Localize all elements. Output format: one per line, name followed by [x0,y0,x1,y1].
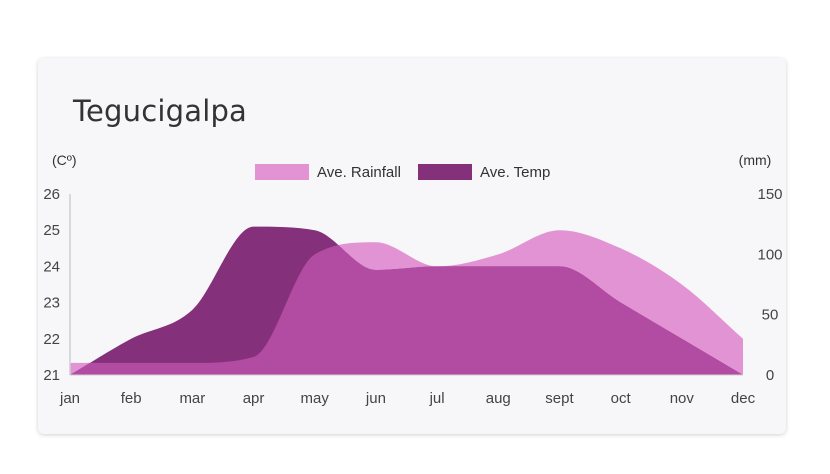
area-chart: 21 22 23 24 25 26 0 50 100 150 jan feb mar apr may jun j… [43,152,782,407]
x-tick-label: jun [365,390,386,407]
y-right-tick-label: 0 [766,367,774,384]
y-left-tick-label: 24 [43,258,60,275]
x-tick-label: dec [731,390,756,407]
x-tick-label: may [301,390,330,407]
y-right-tick-label: 50 [762,307,779,324]
legend-swatch [418,164,472,180]
chart-title: Tegucigalpa [73,94,248,128]
y-left-tick-label: 21 [43,367,60,384]
x-tick-label: aug [486,390,511,407]
legend-item-rainfall[interactable]: Ave. Rainfall [255,164,401,181]
y-left-tick-label: 22 [43,331,60,348]
x-tick-label: jul [429,390,445,407]
y-right-unit-label: (mm) [739,152,772,168]
x-tick-label: jan [59,390,80,407]
legend-swatch [255,164,309,180]
x-tick-label: feb [121,390,142,407]
x-tick-label: sept [545,390,574,407]
legend-item-temp[interactable]: Ave. Temp [418,164,550,181]
x-tick-label: apr [243,390,265,407]
y-left-tick-label: 25 [43,222,60,239]
x-tick-label: nov [670,390,695,407]
x-tick-label: oct [611,390,632,407]
y-left-unit-label: (Cº) [52,152,77,168]
chart-card: Tegucigalpa 21 22 23 24 25 26 0 50 100 150 jan feb m… [38,58,786,434]
y-left-tick-label: 23 [43,295,60,312]
legend-label: Ave. Rainfall [317,164,401,181]
y-right-tick-label: 150 [757,186,782,203]
legend-label: Ave. Temp [480,164,550,181]
x-tick-label: mar [179,390,205,407]
y-left-tick-label: 26 [43,186,60,203]
y-right-tick-label: 100 [757,246,782,263]
